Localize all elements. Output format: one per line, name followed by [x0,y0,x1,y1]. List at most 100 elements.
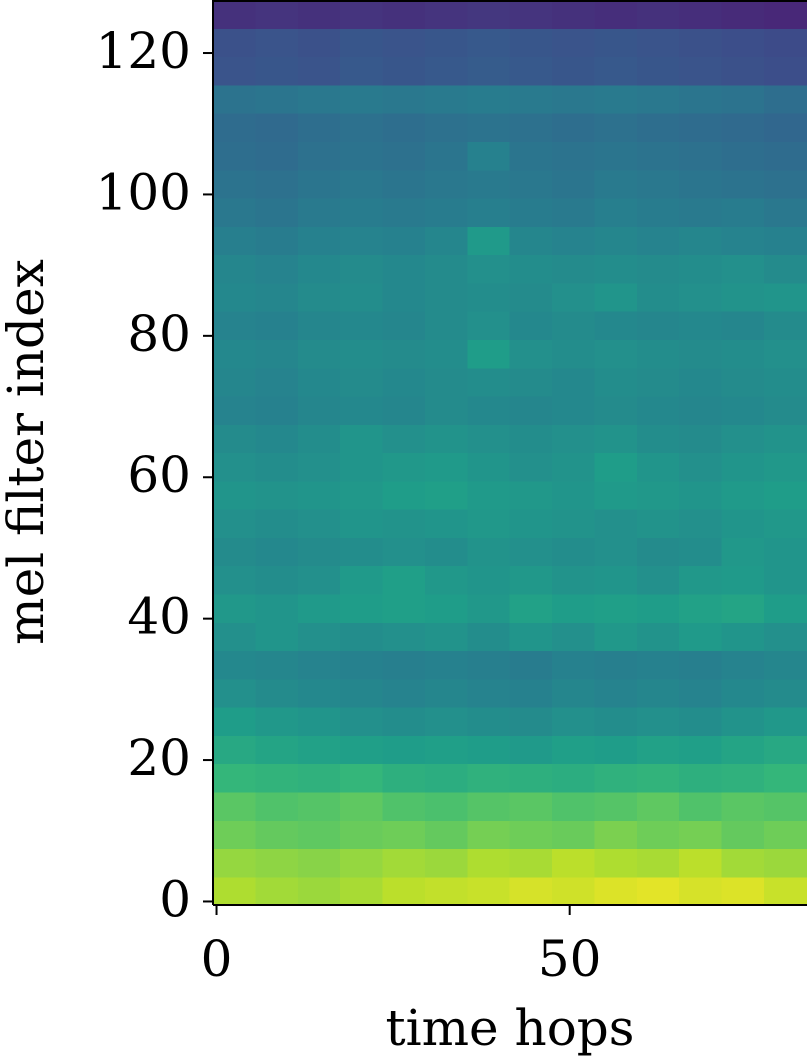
heatmap-cell [763,509,807,538]
heatmap-cell [763,593,807,623]
heatmap-cell [467,197,511,227]
heatmap-cell [424,367,468,397]
heatmap-cell [763,452,807,482]
heatmap-cell [679,141,723,171]
heatmap-cell [340,565,384,595]
heatmap-cell [297,254,341,284]
heatmap-cell [340,622,384,652]
heatmap-cell [721,509,765,538]
heatmap-cell [255,395,299,425]
heatmap-cell [509,395,553,425]
heatmap-cell [467,113,511,143]
heatmap-cell [636,197,680,227]
heatmap-cell [636,169,680,199]
heatmap-cell [297,367,341,397]
heatmap-cell [297,282,341,312]
heatmap-cell [340,452,384,482]
heatmap-cell [297,678,341,708]
heatmap-cell [679,593,723,623]
heatmap-cell [297,480,341,510]
heatmap-cell [721,650,765,680]
heatmap-cell [297,735,341,765]
heatmap-cell [721,707,765,736]
heatmap-cell [679,791,723,821]
heatmap-cell [467,254,511,284]
heatmap-cell [297,226,341,256]
heatmap-cell [594,169,638,199]
heatmap-cell [297,509,341,538]
heatmap-cell [594,452,638,482]
heatmap-cell [679,509,723,538]
heatmap-cell [255,28,299,58]
heatmap-cell [679,565,723,595]
heatmap-cell [467,424,511,454]
heatmap-cell [552,254,596,284]
heatmap-cell [424,254,468,284]
heatmap-cell [594,367,638,397]
heatmap-cell [721,763,765,793]
heatmap-cell [594,84,638,114]
heatmap-cell [721,565,765,595]
heatmap-cell [467,650,511,680]
heatmap-cell [382,254,426,284]
heatmap-cell [679,169,723,199]
heatmap-cell [594,509,638,538]
heatmap-cell [763,763,807,793]
heatmap-cell [297,197,341,227]
heatmap-cell [636,339,680,369]
heatmap-cell [424,28,468,58]
heatmap-cell [255,141,299,171]
heatmap-cell [509,791,553,821]
heatmap-cell [509,197,553,227]
heatmap-cell [255,254,299,284]
heatmap-cell [424,113,468,143]
heatmap-cell [213,0,256,29]
heatmap-cell [467,876,511,906]
heatmap-cell [679,735,723,765]
heatmap-cell [467,763,511,793]
heatmap-cell [467,509,511,538]
heatmap-cell [721,593,765,623]
heatmap-cell [255,84,299,114]
heatmap-cell [255,678,299,708]
y-tick-label: 80 [127,305,191,363]
heatmap-cell [594,424,638,454]
heatmap-cell [594,56,638,86]
heatmap-cell [467,56,511,86]
heatmap-cell [594,395,638,425]
heatmap-cell [552,735,596,765]
heatmap-cell [424,678,468,708]
heatmap-cell [636,735,680,765]
heatmap-cell [340,848,384,878]
heatmap-cell [763,537,807,567]
heatmap-cell [382,622,426,652]
heatmap-cell [679,678,723,708]
heatmap-cell [467,678,511,708]
heatmap-cell [509,452,553,482]
heatmap-cell [213,254,256,284]
heatmap-cell [763,28,807,58]
heatmap-cell [213,84,256,114]
heatmap-cell [340,113,384,143]
heatmap-cell [297,452,341,482]
heatmap-cell [467,452,511,482]
heatmap-cell [552,509,596,538]
heatmap-cell [255,424,299,454]
heatmap-cell [467,282,511,312]
heatmap-cell [424,480,468,510]
heatmap-cell [213,452,256,482]
heatmap-cell [721,424,765,454]
heatmap-cell [424,791,468,821]
heatmap-cell [340,367,384,397]
heatmap-cell [297,84,341,114]
heatmap-cell [552,339,596,369]
heatmap-cell [297,424,341,454]
heatmap-cell [382,791,426,821]
heatmap-cell [297,565,341,595]
heatmap-cell [424,735,468,765]
heatmap-cell [679,820,723,850]
heatmap-cell [255,707,299,736]
heatmap-cell [509,56,553,86]
heatmap-cell [467,622,511,652]
